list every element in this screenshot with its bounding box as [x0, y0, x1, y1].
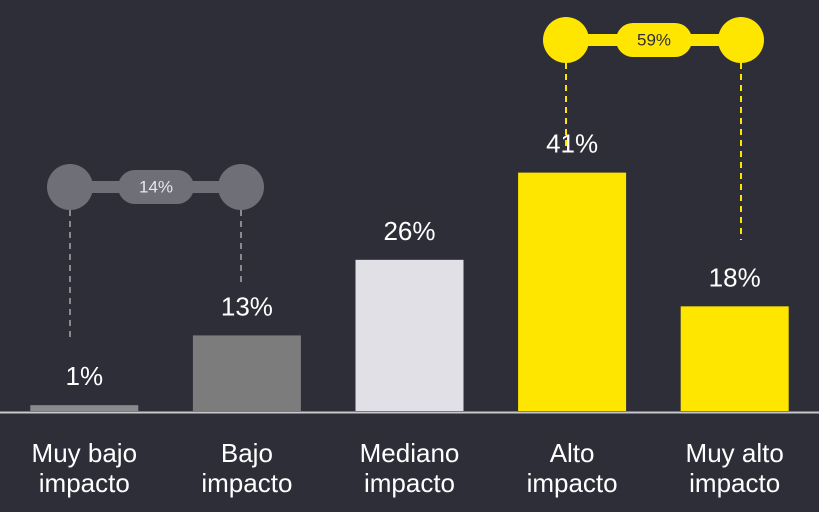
node [718, 17, 764, 63]
bar [518, 172, 627, 411]
node [543, 17, 589, 63]
bar [355, 259, 464, 411]
bar [192, 335, 301, 411]
bar [30, 405, 139, 411]
x-tick-label: Muy bajo impacto [31, 438, 138, 498]
value-label: 18% [709, 262, 761, 292]
pill [616, 23, 692, 57]
x-tick-label: Bajo impacto [201, 438, 293, 498]
bar [680, 306, 789, 411]
x-tick-label: Mediano impacto [359, 438, 460, 498]
node [218, 164, 264, 210]
value-label: 26% [383, 216, 435, 246]
group-bracket-low: 14% [47, 164, 264, 342]
group-bracket-high: 59% [543, 17, 764, 240]
value-label: 13% [221, 291, 273, 321]
x-tick-label: Muy alto impacto [685, 438, 784, 498]
value-label: 1% [66, 361, 104, 391]
annotation: 59% [637, 30, 671, 49]
annotation: 14% [139, 177, 173, 196]
value-label: 41% [546, 129, 598, 159]
pill [118, 170, 194, 204]
node [47, 164, 93, 210]
x-tick-label: Alto impacto [526, 438, 618, 498]
